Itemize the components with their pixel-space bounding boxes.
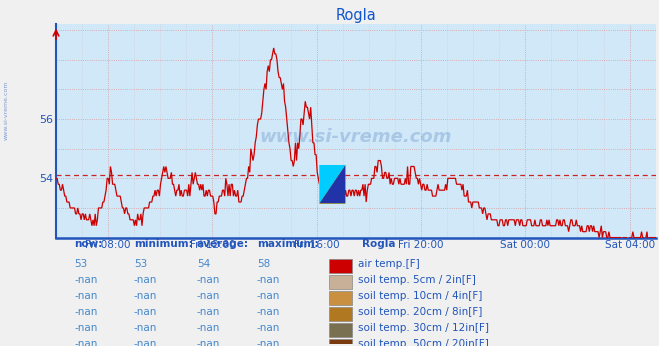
- Bar: [329, 339, 352, 346]
- Bar: [320, 165, 345, 203]
- Text: -nan: -nan: [197, 323, 220, 333]
- Text: 54: 54: [197, 259, 210, 269]
- Text: -nan: -nan: [74, 307, 98, 317]
- Text: average:: average:: [197, 239, 249, 249]
- Bar: [329, 307, 352, 321]
- Polygon shape: [320, 165, 345, 203]
- Text: -nan: -nan: [134, 307, 158, 317]
- Text: 53: 53: [134, 259, 147, 269]
- Bar: [329, 291, 352, 305]
- Text: 53: 53: [74, 259, 87, 269]
- Text: -nan: -nan: [134, 323, 158, 333]
- Bar: [329, 323, 352, 337]
- Text: soil temp. 50cm / 20in[F]: soil temp. 50cm / 20in[F]: [358, 339, 488, 346]
- Text: www.si-vreme.com: www.si-vreme.com: [4, 81, 9, 140]
- Text: minimum:: minimum:: [134, 239, 192, 249]
- Text: soil temp. 10cm / 4in[F]: soil temp. 10cm / 4in[F]: [358, 291, 482, 301]
- Text: -nan: -nan: [197, 275, 220, 285]
- Text: -nan: -nan: [197, 339, 220, 346]
- Title: Rogla: Rogla: [335, 8, 376, 23]
- Bar: [329, 259, 352, 273]
- Text: -nan: -nan: [257, 275, 280, 285]
- Text: soil temp. 30cm / 12in[F]: soil temp. 30cm / 12in[F]: [358, 323, 489, 333]
- Text: air temp.[F]: air temp.[F]: [358, 259, 419, 269]
- Text: -nan: -nan: [134, 339, 158, 346]
- Text: -nan: -nan: [74, 323, 98, 333]
- Text: 58: 58: [257, 259, 270, 269]
- Text: -nan: -nan: [197, 307, 220, 317]
- Polygon shape: [320, 165, 345, 203]
- Text: -nan: -nan: [257, 291, 280, 301]
- Text: www.si-vreme.com: www.si-vreme.com: [260, 128, 452, 146]
- Text: -nan: -nan: [197, 291, 220, 301]
- Text: -nan: -nan: [257, 339, 280, 346]
- Text: -nan: -nan: [74, 275, 98, 285]
- Text: Rogla: Rogla: [362, 239, 395, 249]
- Text: now:: now:: [74, 239, 102, 249]
- Text: maximum:: maximum:: [257, 239, 318, 249]
- Text: soil temp. 5cm / 2in[F]: soil temp. 5cm / 2in[F]: [358, 275, 476, 285]
- Text: -nan: -nan: [134, 291, 158, 301]
- Text: -nan: -nan: [74, 339, 98, 346]
- Text: -nan: -nan: [74, 291, 98, 301]
- Text: -nan: -nan: [134, 275, 158, 285]
- Text: -nan: -nan: [257, 323, 280, 333]
- Bar: [329, 275, 352, 289]
- Text: soil temp. 20cm / 8in[F]: soil temp. 20cm / 8in[F]: [358, 307, 482, 317]
- Text: -nan: -nan: [257, 307, 280, 317]
